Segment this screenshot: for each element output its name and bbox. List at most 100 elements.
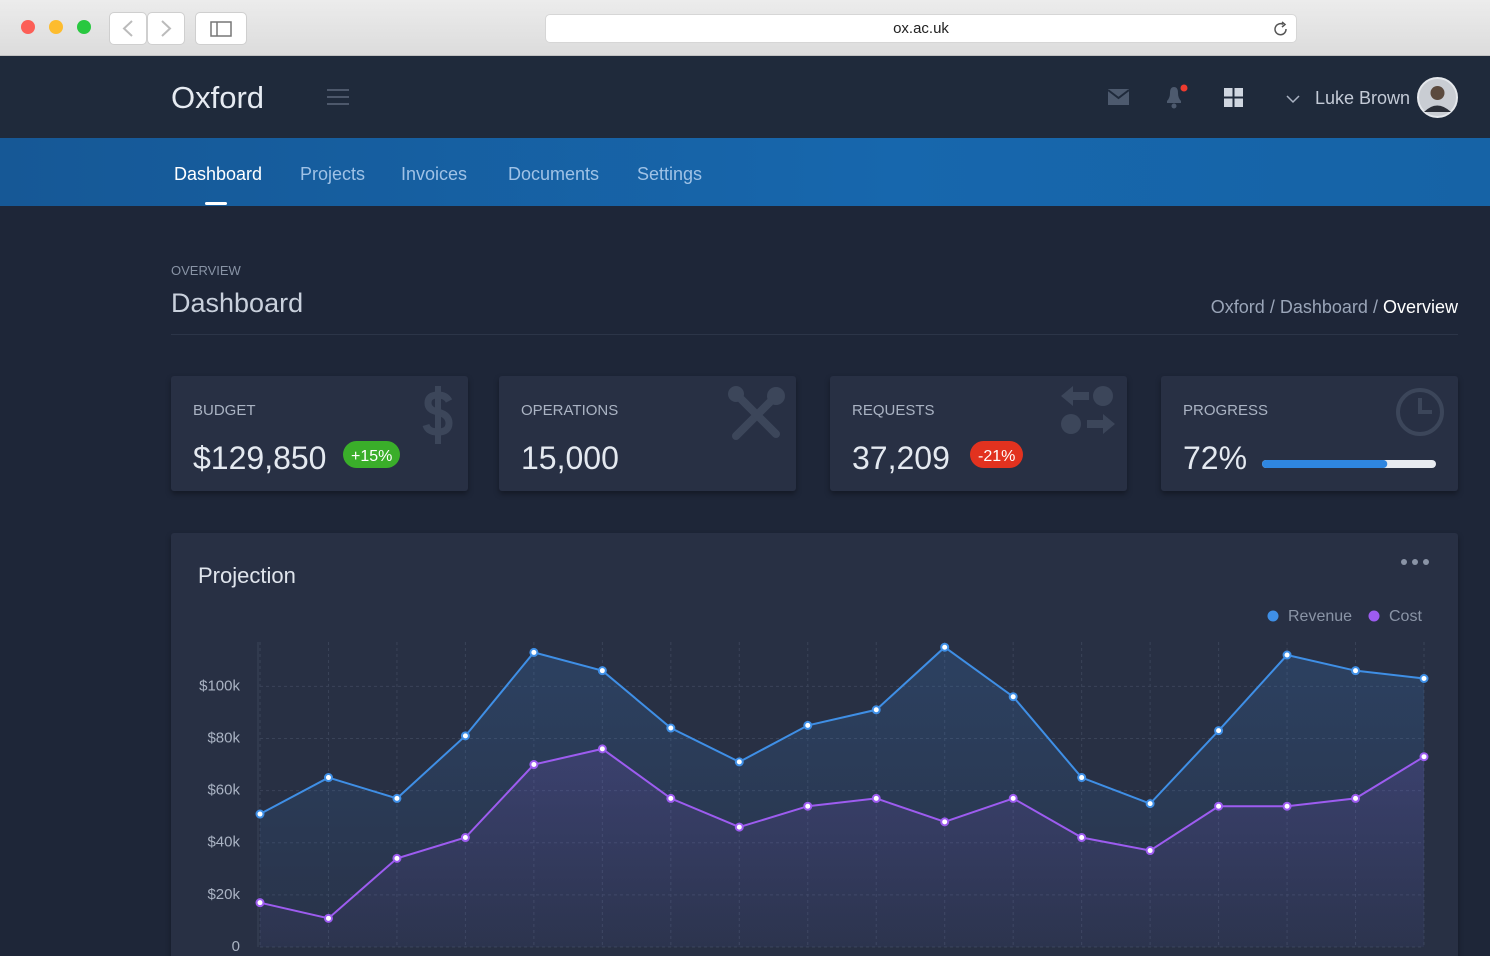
url-text: ox.ac.uk <box>893 20 949 37</box>
page-eyebrow: OVERVIEW <box>171 263 241 278</box>
notification-icon[interactable] <box>1162 82 1190 110</box>
data-point <box>460 833 470 843</box>
mail-icon[interactable] <box>1107 88 1131 106</box>
chart-title: Projection <box>198 563 296 588</box>
page-title: Dashboard <box>171 288 304 318</box>
legend-label: Cost <box>1389 608 1422 625</box>
data-point <box>1077 833 1087 843</box>
browser-toolbar: ox.ac.uk <box>0 0 1490 56</box>
data-point <box>460 731 470 741</box>
card-label: OPERATIONS <box>521 402 619 419</box>
data-point <box>1145 799 1155 809</box>
data-point <box>666 793 676 803</box>
data-point <box>529 647 539 657</box>
data-point <box>803 720 813 730</box>
series-area <box>260 748 1424 947</box>
address-bar[interactable]: ox.ac.uk <box>545 14 1297 43</box>
zoom-button[interactable] <box>77 20 91 34</box>
breadcrumb-item[interactable]: Dashboard <box>1279 297 1368 317</box>
data-point <box>1077 773 1087 783</box>
data-point <box>323 773 333 783</box>
data-point <box>1351 666 1361 676</box>
breadcrumb-item[interactable]: Oxford <box>1210 297 1265 317</box>
back-icon <box>122 20 133 37</box>
sidebar-button[interactable] <box>195 12 247 45</box>
back-button[interactable] <box>109 12 147 45</box>
legend-label: Revenue <box>1288 608 1352 625</box>
data-point <box>1145 846 1155 856</box>
data-point <box>597 744 607 754</box>
card-badge: +15% <box>343 441 401 468</box>
tab[interactable]: Invoices <box>401 164 468 184</box>
data-point <box>323 913 333 923</box>
clock-icon <box>1396 388 1444 436</box>
sidebar-icon <box>210 21 232 37</box>
data-point <box>1214 726 1224 736</box>
data-point <box>1419 673 1429 683</box>
top-navbar <box>0 56 1490 138</box>
legend-swatch <box>1267 610 1279 622</box>
data-point <box>1282 801 1292 811</box>
series-line <box>259 747 1425 920</box>
legend-item[interactable]: Revenue <box>1267 608 1353 625</box>
data-point <box>255 809 265 819</box>
data-point <box>940 642 950 652</box>
data-point <box>1008 793 1018 803</box>
data-point <box>734 757 744 767</box>
avatar[interactable] <box>1417 77 1458 118</box>
data-point <box>255 898 265 908</box>
data-point <box>940 817 950 827</box>
tab[interactable]: Settings <box>637 164 703 184</box>
user-dropdown-icon[interactable] <box>1285 94 1301 106</box>
forward-icon <box>161 20 172 37</box>
apps-icon[interactable] <box>1224 88 1244 108</box>
data-point <box>734 822 744 832</box>
progress-fill <box>1262 460 1388 468</box>
data-point <box>392 853 402 863</box>
series-line <box>259 645 1425 815</box>
y-tick-label: 0 <box>232 938 240 955</box>
stat-card: BUDGET $129,850 +15% <box>171 376 468 491</box>
data-point <box>392 793 402 803</box>
y-tick-label: $20k <box>207 886 240 903</box>
card-label: PROGRESS <box>1183 402 1269 419</box>
data-point <box>871 705 881 715</box>
data-point <box>803 801 813 811</box>
stat-card: PROGRESS 72% <box>1161 376 1458 491</box>
reload-icon[interactable] <box>1272 20 1290 38</box>
data-point <box>1282 650 1292 660</box>
tab[interactable]: Projects <box>300 164 366 184</box>
data-point <box>871 793 881 803</box>
data-point <box>1419 752 1429 762</box>
data-point <box>1008 692 1018 702</box>
card-label: BUDGET <box>193 402 256 419</box>
minimize-button[interactable] <box>49 20 63 34</box>
tab[interactable]: Dashboard <box>174 164 263 184</box>
legend-swatch <box>1368 610 1380 622</box>
menu-icon[interactable] <box>326 88 350 108</box>
y-tick-label: $60k <box>207 782 240 799</box>
stat-card: OPERATIONS 15,000 <box>499 376 796 491</box>
data-point <box>597 666 607 676</box>
more-menu[interactable] <box>1401 559 1429 565</box>
brand[interactable]: Oxford <box>171 80 265 115</box>
card-badge: -21% <box>970 441 1024 468</box>
tools-icon <box>728 386 785 440</box>
card-value: $129,850 <box>193 440 327 476</box>
y-tick-label: $40k <box>207 834 240 851</box>
legend-item[interactable]: Cost <box>1368 608 1423 625</box>
tab[interactable]: Documents <box>508 164 600 184</box>
forward-button[interactable] <box>147 12 185 45</box>
divider <box>171 334 1458 335</box>
active-tab-indicator <box>205 202 227 205</box>
tab-bar <box>0 138 1490 206</box>
card-value: 72% <box>1183 440 1248 476</box>
close-button[interactable] <box>21 20 35 34</box>
user-name[interactable]: Luke Brown <box>1315 88 1411 108</box>
breadcrumb-item: Overview <box>1382 297 1458 317</box>
breadcrumb-separator: / <box>1372 297 1378 317</box>
dollar-icon <box>422 386 453 444</box>
card-value: 15,000 <box>521 440 619 476</box>
